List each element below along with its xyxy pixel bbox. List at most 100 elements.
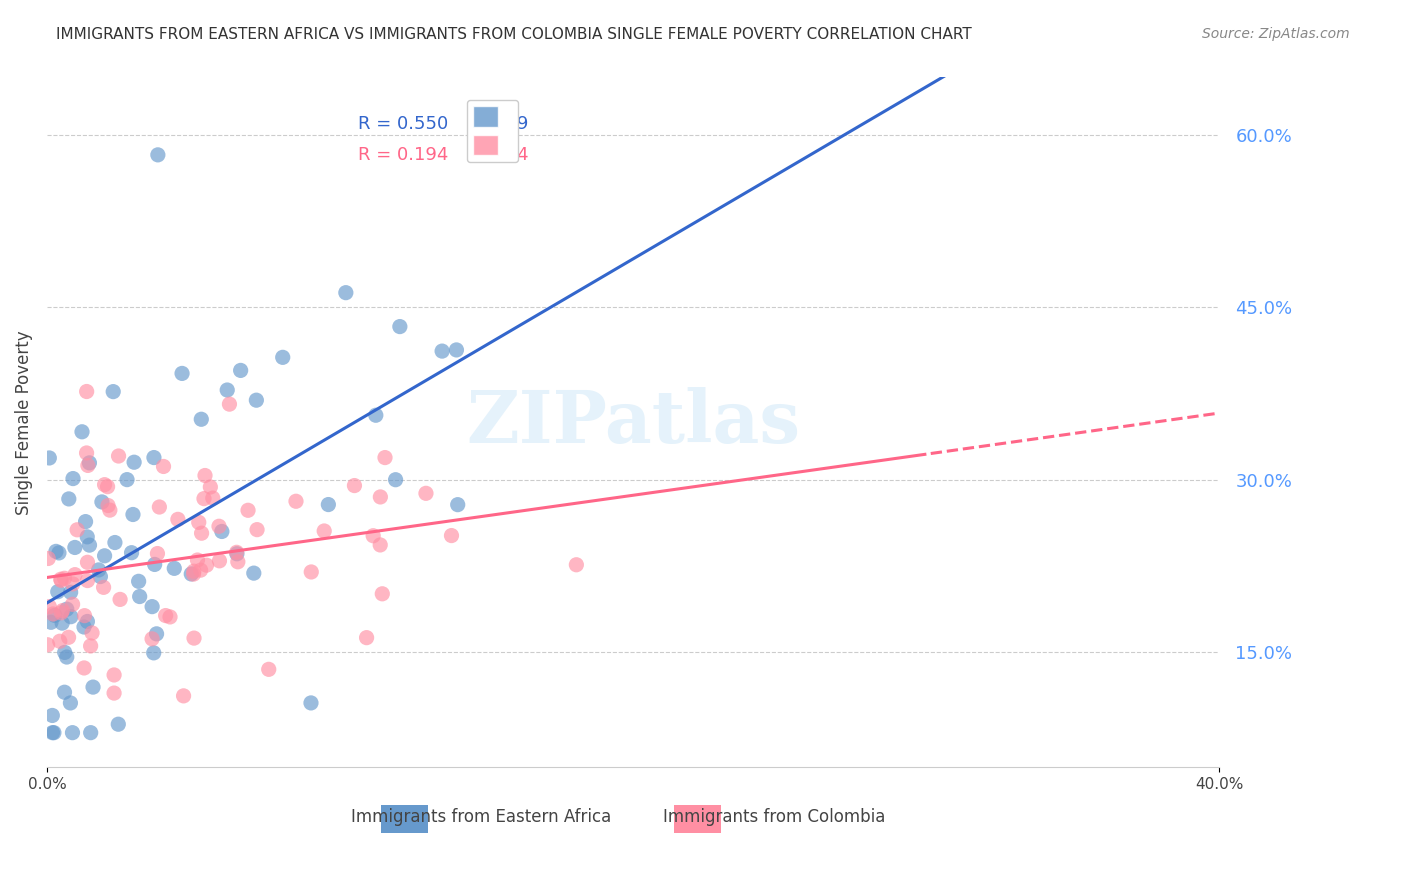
Point — [104, 535, 127, 549]
Point — [103, 686, 125, 700]
Point — [374, 450, 396, 465]
Point — [73, 661, 96, 675]
Point — [108, 592, 131, 607]
Point — [76, 574, 98, 588]
Point — [59, 585, 82, 599]
Point — [208, 519, 231, 533]
Point — [37, 638, 59, 652]
Point — [299, 696, 322, 710]
Point — [80, 725, 103, 739]
Point — [59, 609, 82, 624]
Point — [225, 547, 247, 561]
Point — [82, 680, 104, 694]
Point — [229, 363, 252, 377]
Point — [80, 626, 103, 640]
Point — [90, 495, 112, 509]
Point — [190, 563, 212, 577]
Point — [218, 397, 240, 411]
Point — [141, 599, 163, 614]
Point — [201, 491, 224, 505]
Point — [190, 412, 212, 426]
Text: R = 0.194   N = 74: R = 0.194 N = 74 — [357, 146, 529, 164]
Point — [38, 450, 60, 465]
Point — [226, 555, 249, 569]
Point — [49, 572, 72, 586]
Point — [62, 725, 84, 739]
Point — [245, 393, 267, 408]
Point — [98, 503, 121, 517]
Point — [97, 499, 120, 513]
Point — [59, 696, 82, 710]
Point — [430, 344, 453, 359]
Point — [152, 459, 174, 474]
Point — [76, 384, 98, 399]
Point — [173, 689, 195, 703]
Point — [73, 608, 96, 623]
Point — [121, 546, 143, 560]
Point — [103, 668, 125, 682]
Point — [368, 538, 391, 552]
Point — [364, 409, 387, 423]
Point — [41, 708, 63, 723]
Point — [70, 425, 93, 439]
Point — [285, 494, 308, 508]
Point — [63, 541, 86, 555]
Point — [66, 523, 89, 537]
Point — [440, 528, 463, 542]
Point — [415, 486, 437, 500]
Point — [76, 530, 98, 544]
Text: Source: ZipAtlas.com: Source: ZipAtlas.com — [1202, 27, 1350, 41]
Point — [87, 563, 110, 577]
Point — [89, 569, 111, 583]
Point — [76, 615, 98, 629]
Point — [51, 574, 73, 588]
Point — [335, 285, 357, 300]
Point — [62, 472, 84, 486]
Point — [41, 725, 63, 739]
Point — [314, 524, 336, 538]
Point — [51, 606, 73, 620]
Point — [58, 630, 80, 644]
Point — [371, 587, 394, 601]
Point — [62, 577, 84, 591]
Point — [236, 503, 259, 517]
Point — [565, 558, 588, 572]
Point — [42, 725, 65, 739]
Point — [143, 558, 166, 572]
Point — [103, 384, 125, 399]
Point — [53, 571, 76, 585]
Point — [318, 498, 340, 512]
Point — [183, 564, 205, 578]
Point — [447, 498, 470, 512]
Point — [63, 567, 86, 582]
Point — [75, 515, 97, 529]
Point — [384, 473, 406, 487]
Point — [190, 526, 212, 541]
Text: Immigrants from Eastern Africa: Immigrants from Eastern Africa — [350, 808, 610, 826]
Point — [49, 634, 72, 648]
Point — [361, 529, 384, 543]
Point — [388, 319, 411, 334]
Point — [76, 555, 98, 569]
Point — [107, 449, 129, 463]
Point — [343, 478, 366, 492]
Point — [77, 458, 100, 473]
Point — [39, 615, 62, 630]
Point — [246, 523, 269, 537]
Point — [107, 717, 129, 731]
Point — [55, 602, 77, 616]
Point — [37, 551, 59, 566]
Point — [115, 473, 138, 487]
Point — [46, 584, 69, 599]
Text: Immigrants from Colombia: Immigrants from Colombia — [662, 808, 886, 826]
Point — [211, 524, 233, 539]
FancyBboxPatch shape — [675, 805, 721, 832]
Point — [155, 608, 177, 623]
Point — [128, 574, 150, 589]
Point — [93, 549, 115, 563]
Point — [243, 566, 266, 581]
Point — [79, 538, 101, 552]
Point — [122, 455, 145, 469]
Point — [58, 491, 80, 506]
Point — [183, 631, 205, 645]
